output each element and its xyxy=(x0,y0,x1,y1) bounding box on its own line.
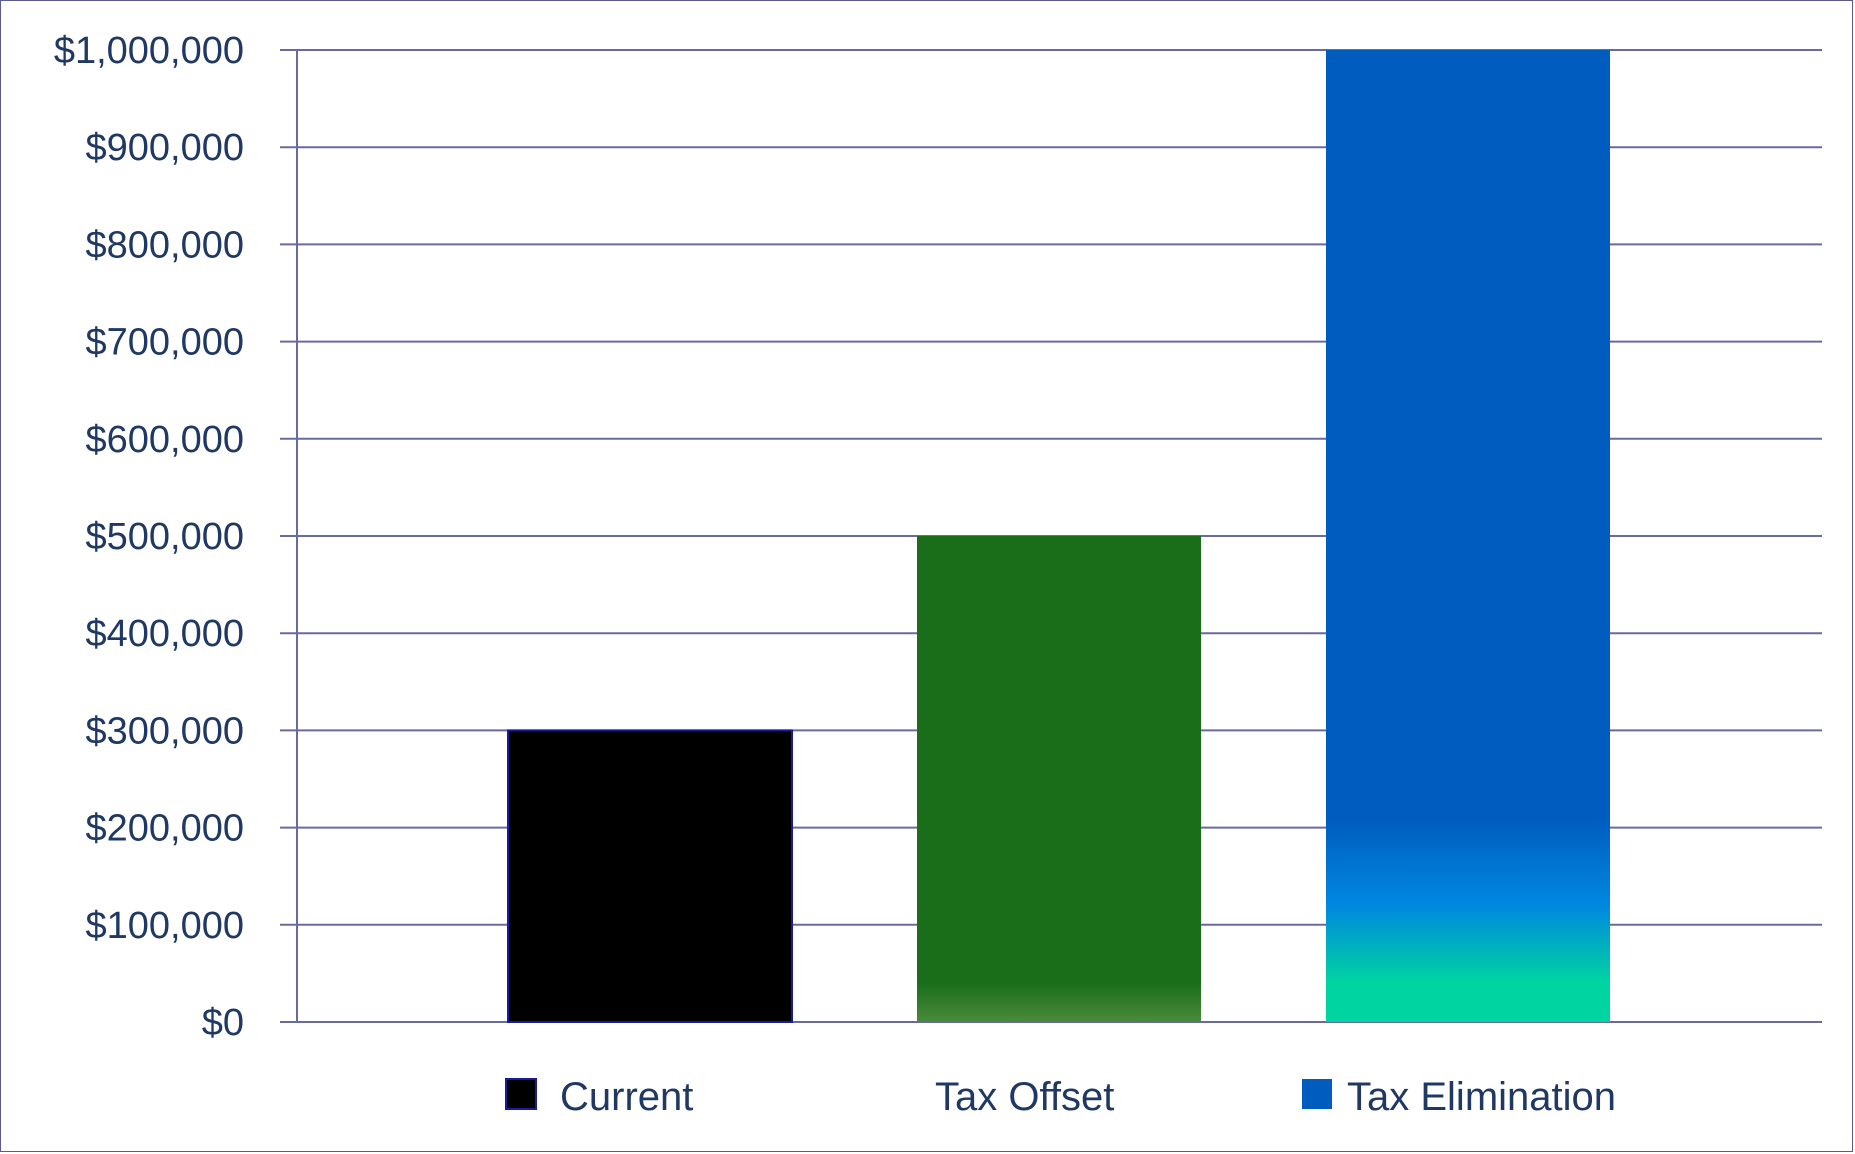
y-tick-label: $900,000 xyxy=(86,127,245,169)
y-axis-ticks: $0 $100,000 $200,000 $300,000 $400,000 $500,0… xyxy=(54,30,244,1044)
legend-swatch xyxy=(505,1078,537,1110)
y-tick-label: $500,000 xyxy=(86,516,245,558)
bars xyxy=(507,50,1610,1024)
legend-label: Current xyxy=(560,1075,693,1119)
y-tick-label: $400,000 xyxy=(86,613,245,655)
legend-label: Tax Elimination xyxy=(1347,1075,1616,1119)
bar-current xyxy=(507,729,793,1024)
legend-swatch xyxy=(1302,1079,1332,1109)
y-tick-label: $300,000 xyxy=(86,710,245,752)
y-tick-label: $700,000 xyxy=(86,322,245,364)
y-tick-label: $100,000 xyxy=(86,905,245,947)
bar-tax-elimination xyxy=(1326,50,1610,1022)
y-tick-label: $200,000 xyxy=(86,808,245,850)
legend: Current Tax Offset Tax Elimination xyxy=(505,1075,1616,1119)
legend-label: Tax Offset xyxy=(935,1075,1114,1119)
y-tick-label: $1,000,000 xyxy=(54,30,244,72)
y-tick-label: $600,000 xyxy=(86,419,245,461)
y-tick-label: $0 xyxy=(202,1002,244,1044)
y-tick-label: $800,000 xyxy=(86,224,245,266)
bar-tax-offset xyxy=(917,536,1201,1022)
